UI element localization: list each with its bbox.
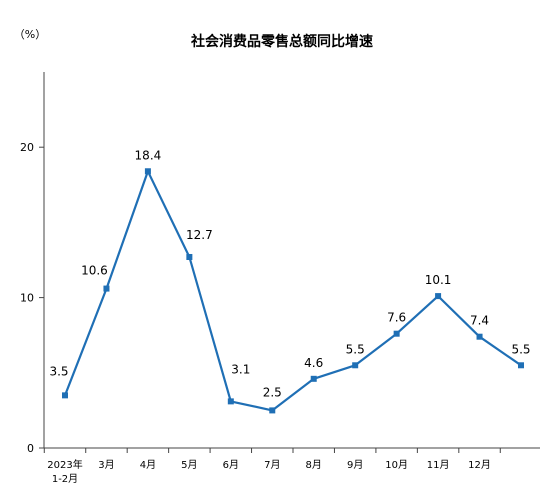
data-label: 7.6 [387,311,406,325]
chart-title: 社会消费品零售总额同比增速 [190,33,373,50]
data-label: 3.1 [231,362,250,376]
y-axis-unit-label: （%） [14,28,46,41]
data-point-marker [310,375,317,382]
data-point-marker [186,253,193,260]
data-label: 10.1 [425,273,452,287]
data-label: 2.5 [263,385,282,399]
x-tick-label: 9月 [347,459,363,471]
y-tick-label: 20 [20,141,34,154]
data-point-marker [269,407,276,414]
data-point-marker [103,285,110,292]
x-tick-label: 11月 [427,459,450,471]
x-tick-label: 4月 [140,459,156,471]
data-label: 3.5 [49,364,68,378]
x-tick-label: 10月 [385,459,408,471]
x-tick-label: 1-2月 [52,473,78,485]
data-label: 18.4 [135,148,162,162]
y-tick-label: 10 [20,292,34,305]
x-tick-label: 8月 [306,459,322,471]
series-line [63,170,522,412]
data-point-marker [352,362,359,369]
data-label: 5.5 [346,342,365,356]
data-point-marker [227,398,234,405]
data-label: 4.6 [304,356,323,370]
x-tick-label: 6月 [223,459,239,471]
data-point-marker [476,333,483,340]
x-tick-label: 2023年 [47,458,82,471]
data-point-marker [518,362,524,369]
data-label: 12.7 [186,228,213,242]
data-label: 5.5 [511,342,530,356]
x-tick-label: 5月 [181,459,197,471]
data-point-marker [62,392,68,399]
x-tick-label: 3月 [98,459,114,471]
x-tick-label: 12月 [468,459,491,471]
data-point-marker [435,293,442,300]
data-point-marker [144,168,151,175]
data-point-marker [393,330,400,337]
data-label: 10.6 [81,264,108,278]
x-tick-label: 7月 [264,459,280,471]
data-label: 7.4 [470,314,489,328]
y-tick-label: 0 [27,442,34,455]
